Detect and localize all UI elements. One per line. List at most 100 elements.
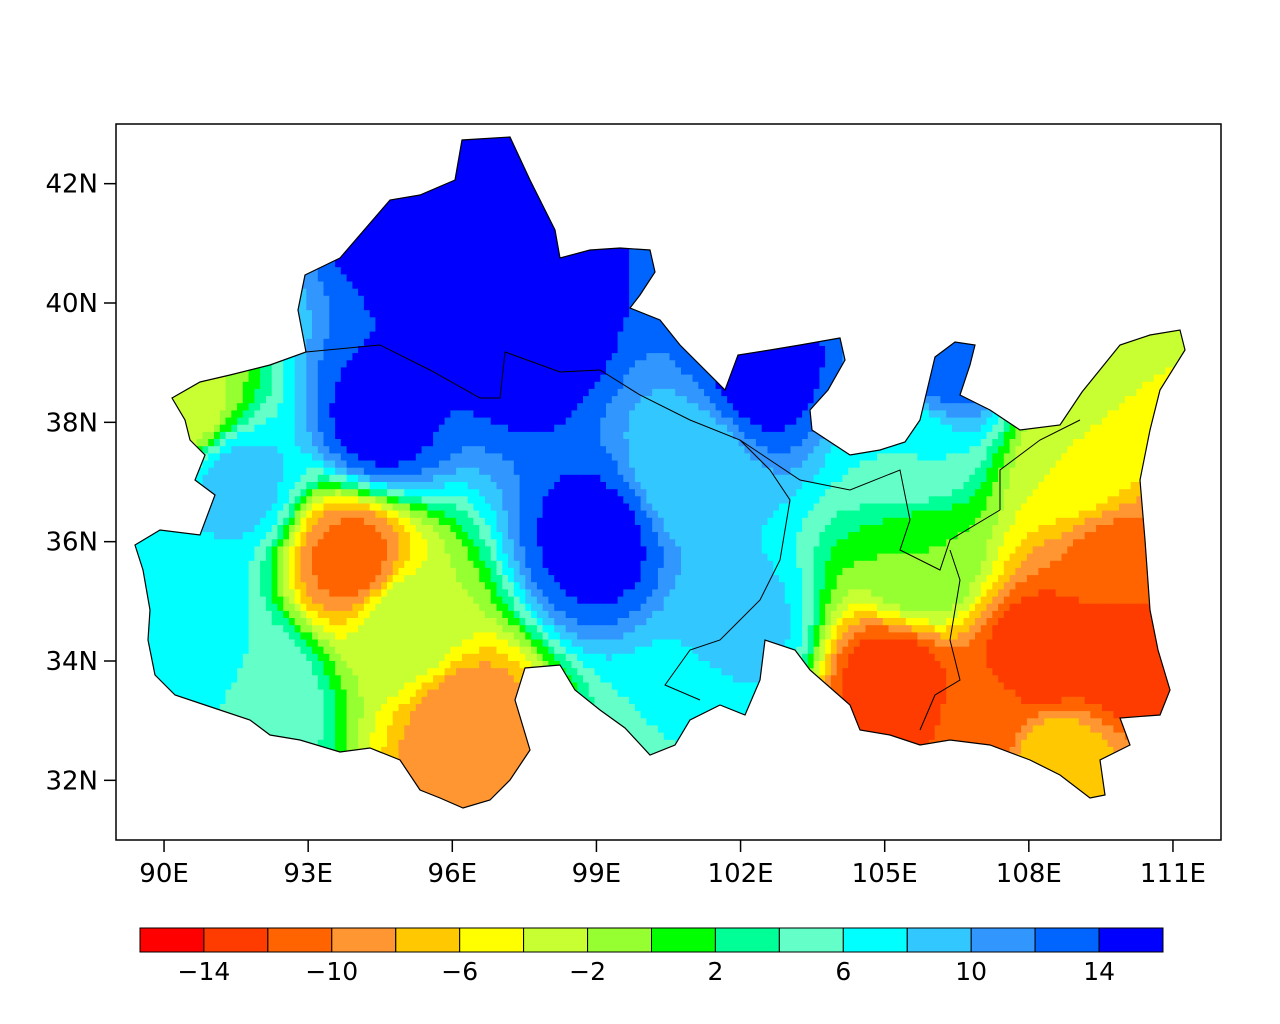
field-cell [352,288,359,297]
field-cell [490,145,498,154]
field-cell [513,167,521,175]
field-cell [340,295,348,304]
field-cell [496,231,503,240]
field-cell [363,303,371,311]
field-cell [467,138,475,147]
field-cell [392,245,400,254]
field-cell [496,274,503,283]
field-cell [461,252,469,261]
field-cell [490,267,498,275]
field-cell [392,288,400,297]
field-cell [485,174,492,182]
field-cell [623,245,630,254]
field-cell [444,195,451,204]
field-cell [519,260,526,268]
field-cell [410,224,417,232]
field-cell [490,260,498,268]
field-cell [531,288,538,297]
field-cell [335,267,342,275]
field-cell [398,209,405,218]
field-cell [496,281,503,290]
field-cell [421,281,428,290]
field-cell [433,209,440,218]
field-cell [502,209,509,218]
field-cell [594,260,601,268]
field-cell [508,195,515,204]
field-cell [363,267,371,275]
field-cell [629,288,636,297]
field-cell [531,231,538,240]
field-cell [467,145,475,154]
field-cell [323,303,330,311]
field-cell [490,202,498,211]
field-cell [427,252,434,261]
field-cell [502,138,509,147]
field-cell [450,295,457,304]
field-cell [369,274,377,283]
field-cell [623,281,630,290]
field-cell [456,238,463,247]
field-cell [525,231,532,240]
field-cell [467,245,475,254]
field-cell [387,231,394,240]
field-cell [479,288,486,297]
field-cell [479,138,486,147]
field-cell [421,267,428,275]
field-cell [508,217,515,225]
field-cell [404,252,411,261]
field-cell [525,252,532,261]
field-cell [358,288,365,297]
field-cell [565,267,573,275]
field-cell [531,303,538,311]
field-cell [634,281,642,290]
field-cell [496,138,503,147]
field-cell [392,202,400,211]
field-cell [502,252,509,261]
field-cell [577,288,584,297]
field-cell [335,260,342,268]
field-cell [415,260,423,268]
field-cell [600,295,607,304]
field-cell [606,281,613,290]
field-cell [352,245,359,254]
field-cell [513,303,521,311]
field-cell [410,217,417,225]
field-cell [577,281,584,290]
field-cell [427,217,434,225]
field-cell [427,295,434,304]
field-cell [444,224,451,232]
field-cell [444,295,451,304]
field-cell [513,260,521,268]
field-cell [381,267,388,275]
field-cell [623,303,630,311]
field-cell [485,303,492,311]
field-cell [369,288,377,297]
field-cell [375,231,382,240]
field-cell [398,281,405,290]
field-cell [588,281,596,290]
field-cell [536,281,544,290]
field-cell [542,217,549,225]
field-cell [444,231,451,240]
field-cell [461,303,469,311]
field-cell [559,260,567,268]
field-cell [548,267,555,275]
field-cell [542,238,549,247]
field-cell [456,188,463,197]
field-cell [502,303,509,311]
field-cell [415,202,423,211]
field-cell [623,295,630,304]
field-cell [335,303,342,311]
field-cell [623,252,630,261]
field-cell [438,209,446,218]
field-cell [450,217,457,225]
field-cell [387,295,394,304]
field-cell [456,245,463,254]
field-cell [490,303,498,311]
field-cell [571,252,578,261]
field-cell [415,231,423,240]
field-cell [398,274,405,283]
field-cell [519,267,526,275]
field-cell [410,252,417,261]
field-cell [433,238,440,247]
